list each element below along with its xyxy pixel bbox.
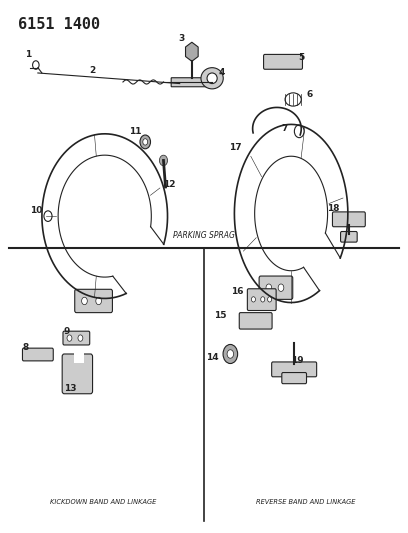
Text: 1: 1 xyxy=(24,50,31,59)
Circle shape xyxy=(67,335,72,341)
Circle shape xyxy=(261,297,265,302)
Text: 10: 10 xyxy=(30,206,42,215)
Circle shape xyxy=(278,284,284,292)
Text: 4: 4 xyxy=(219,68,226,77)
FancyBboxPatch shape xyxy=(272,362,317,377)
Text: 15: 15 xyxy=(214,311,226,320)
Text: 2: 2 xyxy=(89,66,96,75)
FancyBboxPatch shape xyxy=(333,212,365,227)
Text: 6151 1400: 6151 1400 xyxy=(18,17,100,33)
FancyBboxPatch shape xyxy=(75,289,113,313)
FancyBboxPatch shape xyxy=(171,78,213,87)
Text: 7: 7 xyxy=(282,124,288,133)
Text: 3: 3 xyxy=(179,34,185,43)
Text: PARKING SPRAG: PARKING SPRAG xyxy=(173,231,235,240)
FancyBboxPatch shape xyxy=(239,313,272,329)
Text: REVERSE BAND AND LINKAGE: REVERSE BAND AND LINKAGE xyxy=(256,499,355,505)
Circle shape xyxy=(160,155,168,166)
Ellipse shape xyxy=(285,93,301,106)
Text: 6: 6 xyxy=(306,90,313,99)
Text: 14: 14 xyxy=(206,353,218,362)
Circle shape xyxy=(268,297,272,302)
Text: 13: 13 xyxy=(64,384,77,393)
Text: 18: 18 xyxy=(328,204,340,213)
FancyBboxPatch shape xyxy=(22,348,53,361)
Ellipse shape xyxy=(207,73,217,84)
Circle shape xyxy=(266,284,272,292)
Circle shape xyxy=(143,139,148,145)
Text: 8: 8 xyxy=(22,343,29,352)
Circle shape xyxy=(223,344,237,364)
Text: 5: 5 xyxy=(298,53,304,62)
Text: 19: 19 xyxy=(291,357,304,366)
Circle shape xyxy=(227,350,234,358)
Text: KICKDOWN BAND AND LINKAGE: KICKDOWN BAND AND LINKAGE xyxy=(49,499,156,505)
Ellipse shape xyxy=(201,68,223,89)
Circle shape xyxy=(140,135,151,149)
Circle shape xyxy=(251,297,255,302)
FancyBboxPatch shape xyxy=(62,354,93,394)
FancyBboxPatch shape xyxy=(259,276,293,300)
Bar xyxy=(73,352,84,363)
Circle shape xyxy=(96,297,102,305)
FancyBboxPatch shape xyxy=(264,54,302,69)
Circle shape xyxy=(78,335,83,341)
Circle shape xyxy=(82,297,87,305)
Text: 11: 11 xyxy=(129,127,141,136)
FancyBboxPatch shape xyxy=(247,289,276,311)
Text: 17: 17 xyxy=(229,143,242,152)
Text: 16: 16 xyxy=(231,287,244,296)
FancyBboxPatch shape xyxy=(282,373,306,384)
FancyBboxPatch shape xyxy=(63,331,90,345)
FancyBboxPatch shape xyxy=(341,231,357,242)
Text: 9: 9 xyxy=(63,327,69,336)
Text: 12: 12 xyxy=(163,180,176,189)
